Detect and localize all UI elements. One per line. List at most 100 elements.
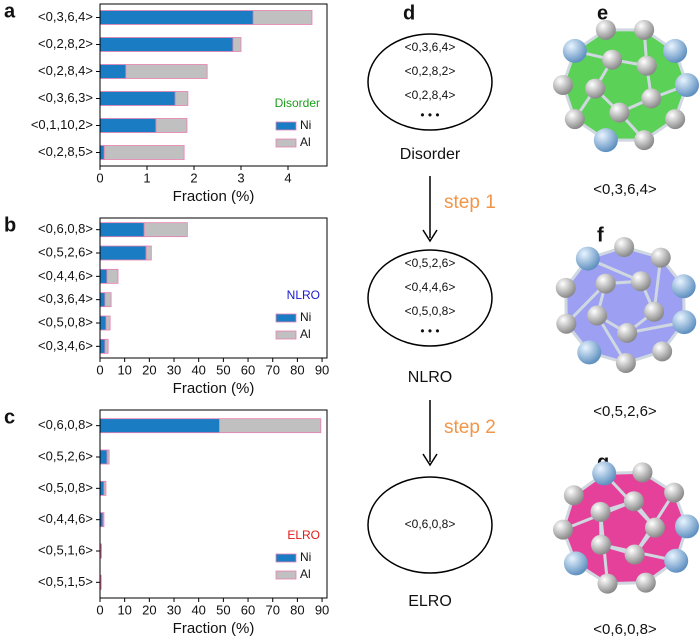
bar [99,268,108,284]
x-tick-label: 80 [290,362,304,377]
x-tick-label: 40 [191,602,205,617]
bar [99,64,127,79]
legend-swatch [275,138,297,148]
legend-label: Al [300,327,311,341]
atom [562,38,587,63]
atom [585,78,606,99]
bar [106,268,119,284]
atom [664,482,685,503]
bar [105,315,111,331]
step-label: step 2 [444,417,496,438]
bar [99,10,254,25]
y-tick-label: <0,2,8,5> [38,144,93,159]
bar [143,222,188,238]
bar [99,145,105,160]
bar [103,145,185,160]
x-tick-label: 4 [284,170,291,185]
panel-label: e [597,2,608,24]
x-tick-label: 0 [96,362,103,377]
x-tick-label: 70 [265,362,279,377]
motif-label: • • • [420,108,439,122]
y-tick-label: <0,5,1,6> [38,542,93,557]
legend-title: ELRO [287,528,320,542]
panel-label: d [403,2,415,24]
plot-frame [99,409,328,599]
y-tick-label: <0,1,10,2> [31,117,93,132]
bar [99,37,234,52]
bar [104,292,112,308]
bar [99,292,106,308]
motif-label: <0,2,8,4> [405,88,456,102]
atom [593,128,618,153]
atom [634,19,655,40]
atom [614,237,635,258]
x-axis-title: Fraction (%) [173,620,255,637]
x-tick-label: 0 [96,602,103,617]
cluster-label: <0,3,6,4> [593,181,657,198]
plot-frame [99,217,328,359]
y-tick-label: <0,3,4,6> [38,338,93,353]
state-ellipse [367,476,493,574]
bar [252,10,313,25]
motif-label: <0,3,6,4> [405,40,456,54]
y-tick-label: <0,5,2,6> [38,448,93,463]
atom [595,19,616,40]
plot-frame [99,3,328,167]
motif-label: • • • [420,324,439,338]
atom [575,246,600,271]
legend-label: Ni [300,118,311,132]
cluster-label: <0,6,0,8> [593,621,657,638]
atom [663,38,688,63]
bar [99,118,157,133]
motif-label: <0,6,0,8> [405,517,456,531]
y-tick-label: <0,2,8,4> [38,63,93,78]
atom [635,572,656,593]
legend-swatch [275,553,297,563]
y-tick-label: <0,5,1,5> [38,574,93,589]
x-tick-label: 50 [216,602,230,617]
atom [590,501,611,522]
motif-label: <0,5,0,8> [405,304,456,318]
x-tick-label: 3 [237,170,244,185]
diagram: d step 1 step 2 [367,2,496,574]
y-tick-label: <0,6,0,8> [38,417,93,432]
y-tick-label: <0,4,4,6> [38,268,93,283]
x-tick-label: 30 [167,602,181,617]
panel-label: a [4,0,16,22]
state-label: NLRO [408,369,452,386]
atom [592,461,617,486]
bar [125,64,208,79]
atom [671,274,696,299]
bar [106,449,110,465]
bar [145,245,152,261]
x-axis-title: Fraction (%) [173,188,255,205]
state-ellipse [367,249,493,347]
atom [597,573,618,594]
atom [632,462,653,483]
atom [564,109,585,130]
y-tick-label: <0,6,0,8> [38,221,93,236]
x-tick-label: 20 [142,602,156,617]
y-tick-label: <0,5,0,8> [38,480,93,495]
atom [609,102,630,123]
atom [555,277,576,298]
legend-swatch [275,313,297,323]
legend-title: NLRO [287,288,320,302]
atom [641,88,662,109]
bar [174,91,189,106]
y-tick-label: <0,3,6,4> [38,291,93,306]
x-tick-label: 40 [191,362,205,377]
bar [232,37,242,52]
legend-swatch [275,570,297,580]
y-tick-label: <0,5,2,6> [38,244,93,259]
arrow-head [422,453,438,467]
legend-label: Ni [300,310,311,324]
legend-title: Disorder [275,96,320,110]
cluster-label: <0,5,2,6> [593,403,657,420]
legend-swatch [275,330,297,340]
x-tick-label: 70 [265,602,279,617]
x-tick-label: 50 [216,362,230,377]
x-tick-label: 0 [96,170,103,185]
legend-label: Ni [300,550,311,564]
